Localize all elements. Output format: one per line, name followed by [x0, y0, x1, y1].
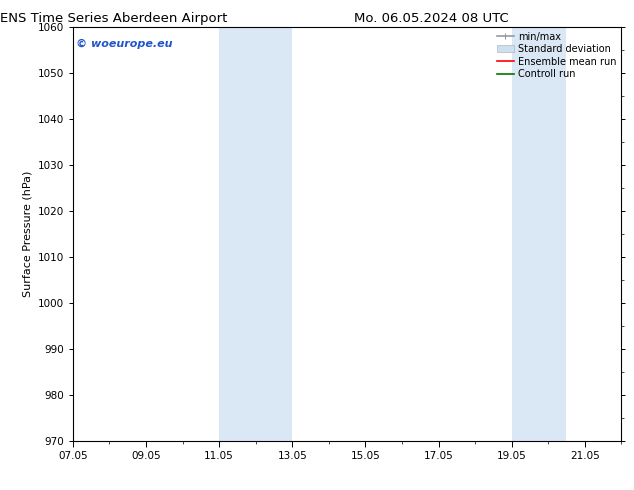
- Legend: min/max, Standard deviation, Ensemble mean run, Controll run: min/max, Standard deviation, Ensemble me…: [494, 29, 619, 82]
- Text: © woeurope.eu: © woeurope.eu: [75, 39, 172, 49]
- Bar: [219, 27, 292, 441]
- Text: ENS Time Series Aberdeen Airport: ENS Time Series Aberdeen Airport: [1, 12, 228, 25]
- Bar: [512, 27, 566, 441]
- Y-axis label: Surface Pressure (hPa): Surface Pressure (hPa): [22, 171, 32, 297]
- Text: Mo. 06.05.2024 08 UTC: Mo. 06.05.2024 08 UTC: [354, 12, 508, 25]
